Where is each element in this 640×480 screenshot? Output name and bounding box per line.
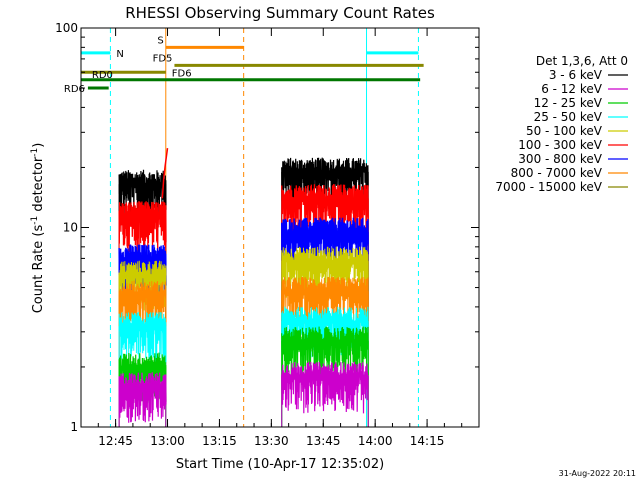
x-axis: 12:45 13:00 13:15 13:30 13:45 14:00 14:15	[80, 28, 480, 448]
trace-segment-1	[118, 352, 167, 403]
trace-segment-2	[281, 326, 369, 379]
y-axis-label: Count Rate (s-1 detector-1)	[30, 143, 46, 314]
x-tick-label: 12:45	[98, 434, 133, 448]
legend-label: 50 - 100 keV	[526, 124, 603, 138]
flag-label: RD6	[64, 84, 85, 95]
legend-label: 7000 - 15000 keV	[495, 180, 602, 194]
flag-rd0: RD0	[81, 70, 421, 82]
y-tick-label: 1	[70, 420, 78, 434]
trace-segment-1	[118, 201, 167, 253]
flare-spike	[161, 148, 169, 199]
trace-segment-2	[281, 157, 369, 209]
legend-label: 12 - 25 keV	[534, 96, 603, 110]
flag-label: S	[157, 35, 163, 46]
plot-area: N S FD5 FD6 RD0 RD6	[64, 28, 424, 427]
x-axis-label: Start Time (10-Apr-17 12:35:02)	[176, 457, 384, 472]
trace-segment-1	[118, 169, 167, 222]
x-tick-label: 13:15	[202, 434, 237, 448]
legend-label: 800 - 7000 keV	[511, 166, 603, 180]
legend-title: Det 1,3,6, Att 0	[536, 54, 628, 68]
trace-segment-2	[281, 217, 369, 270]
trace-segment-1	[118, 311, 167, 364]
series-6-12-kev	[118, 361, 369, 427]
flag-label: N	[116, 49, 123, 60]
trace-segment-2	[281, 246, 369, 299]
y-axis: 1 10 100	[55, 21, 479, 434]
x-tick-label: 14:00	[358, 434, 393, 448]
flag-fd6: FD6	[81, 68, 192, 79]
legend-label: 100 - 300 keV	[518, 138, 602, 152]
x-tick-label: 14:15	[410, 434, 445, 448]
flag-rd6: RD6	[64, 84, 109, 95]
x-tick-label: 13:00	[150, 434, 185, 448]
legend-label: 6 - 12 keV	[541, 82, 603, 96]
x-tick-label: 13:30	[254, 434, 289, 448]
trace-segment-2	[281, 276, 369, 329]
flag-fd5: FD5	[153, 53, 424, 67]
flag-label: FD5	[153, 53, 173, 64]
trace-segment-2	[281, 361, 369, 414]
trace-segment-2	[281, 184, 369, 235]
flag-n: N	[81, 49, 419, 60]
flag-s: S	[157, 35, 244, 49]
y-tick-label: 10	[63, 221, 78, 235]
flag-label: RD0	[92, 70, 113, 81]
flag-label: FD6	[172, 68, 192, 79]
x-tick-label: 13:45	[306, 434, 341, 448]
chart-title: RHESSI Observing Summary Count Rates	[125, 4, 435, 22]
trace-segment-1	[118, 372, 167, 423]
legend-label: 25 - 50 keV	[534, 110, 603, 124]
legend-label: 300 - 800 keV	[518, 152, 602, 166]
timestamp: 31-Aug-2022 20:11	[559, 469, 636, 478]
y-tick-label: 100	[55, 21, 78, 35]
legend-label: 3 - 6 keV	[549, 68, 603, 82]
